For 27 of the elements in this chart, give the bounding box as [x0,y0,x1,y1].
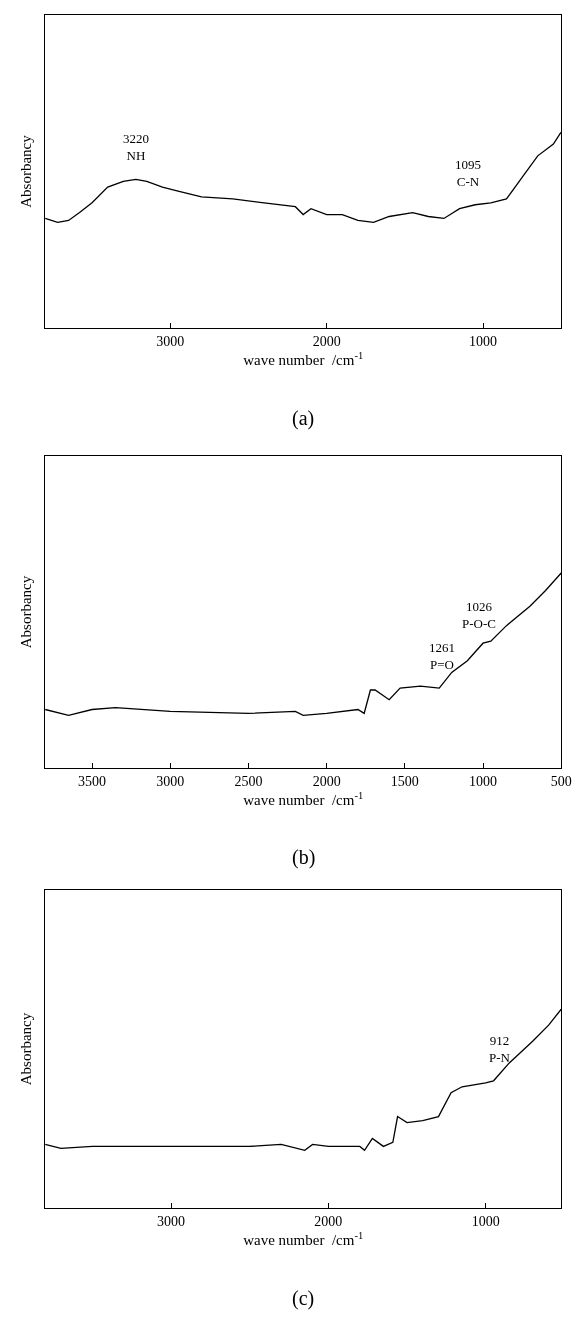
x-tick-label: 2000 [312,773,341,789]
x-tick-label: 2000 [312,333,341,349]
annotation: 1026 P-O-C [462,599,496,631]
annotation: 912 P-N [489,1033,511,1065]
annotation: 1261 P=O [429,640,455,672]
x-tick-label: 1000 [469,773,498,789]
x-tick-label: 1000 [469,333,498,349]
text: (c) [292,1287,315,1310]
y-axis-title: Absorbancy [18,1012,35,1086]
x-tick-label: 1000 [471,1213,500,1229]
x-tick-label: 3000 [156,333,185,349]
x-tick-label: 2000 [314,1213,343,1229]
y-axis-title: Absorbancy [18,575,35,649]
text: (a) [292,407,315,430]
x-tick-label: 3000 [157,1213,185,1229]
x-tick-label: 2500 [234,773,263,789]
text: (b) [292,846,316,869]
x-axis-title: wave number /cm$^{-1}$ [243,349,364,368]
x-tick-label: 1500 [390,773,419,789]
x-tick-label: 3500 [78,773,107,789]
y-axis-title: Absorbancy [18,134,35,208]
x-axis-title: wave number /cm$^{-1}$ [243,789,364,808]
annotation: 1095 C-N [455,157,481,189]
x-axis-title: wave number /cm$^{-1}$ [243,1229,364,1248]
x-tick-label: 3000 [156,773,185,789]
annotation: 3220 NH [123,131,149,163]
x-tick-label: 500 [550,773,572,789]
